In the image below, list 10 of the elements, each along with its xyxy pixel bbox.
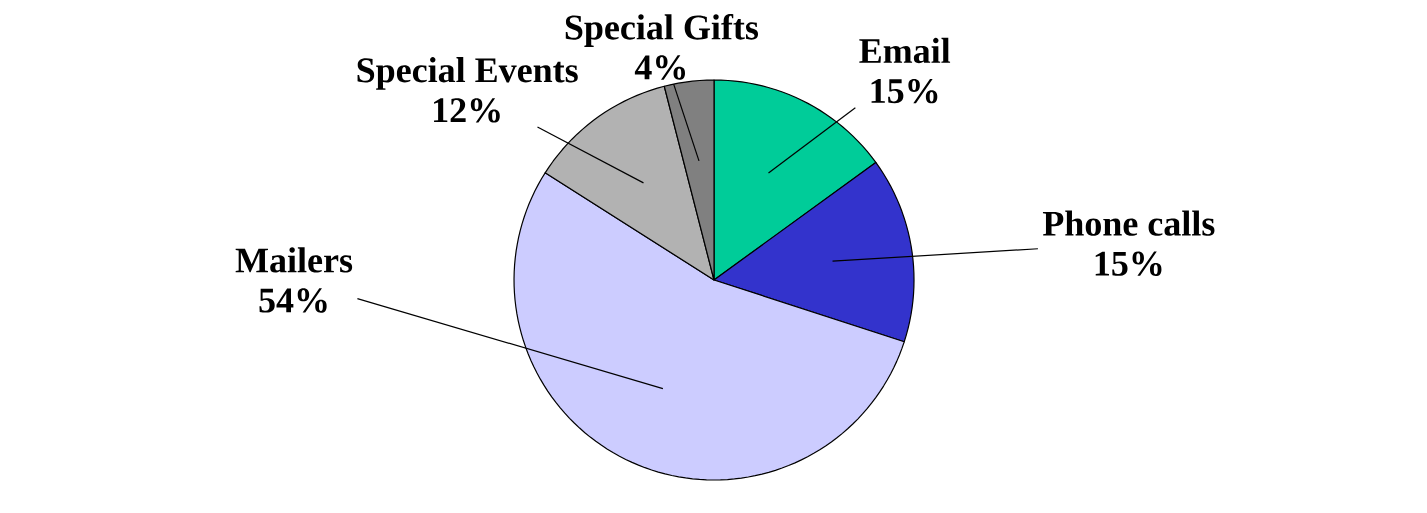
slice-label: Special Gifts	[565, 13, 759, 47]
data-label: 4%	[634, 55, 685, 80]
slice-label: Special Events	[357, 57, 578, 90]
data-label: 54%	[259, 288, 327, 313]
slice-label: Email	[859, 37, 951, 64]
data-label: 15%	[871, 78, 938, 104]
data-label: 12%	[434, 98, 500, 123]
slice-label: Phone calls	[1042, 210, 1215, 236]
slice-label: Mailers	[235, 247, 353, 273]
data-label: 15%	[1095, 251, 1162, 276]
